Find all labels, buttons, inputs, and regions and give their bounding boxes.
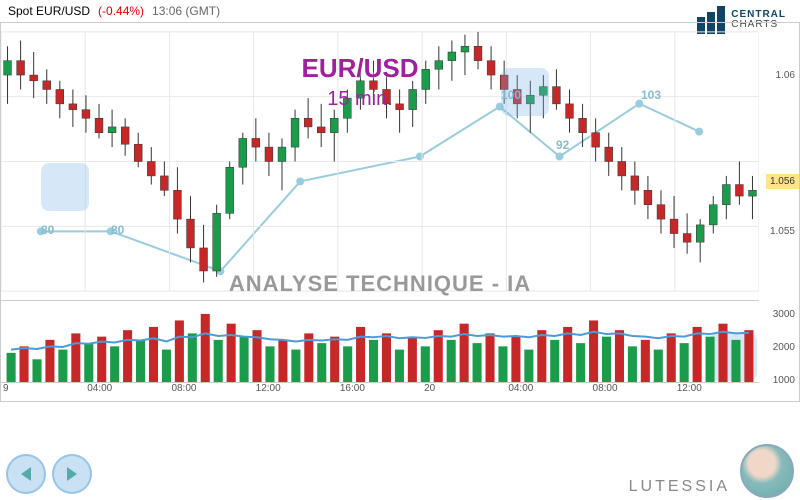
x-axis: 904:0008:0012:0016:002004:0008:0012:00 xyxy=(1,383,759,401)
footer-brand: LUTESSIA xyxy=(629,478,730,496)
change-pct: (-0.44%) xyxy=(98,4,144,18)
volume-svg xyxy=(1,301,759,382)
watermark-icon xyxy=(501,68,549,116)
nav-next-button[interactable] xyxy=(52,454,92,494)
price-chart[interactable]: EUR/USD 15 min. 808010092103 xyxy=(1,23,759,301)
nav-prev-button[interactable] xyxy=(6,454,46,494)
chart-header: Spot EUR/USD (-0.44%) 13:06 (GMT) xyxy=(0,0,800,22)
watermark-number: 103 xyxy=(641,88,661,102)
watermark-icon xyxy=(41,163,89,211)
volume-chart[interactable] xyxy=(1,301,759,383)
watermark-number: 92 xyxy=(556,138,569,152)
timestamp: 13:06 (GMT) xyxy=(152,4,220,18)
symbol-label: Spot EUR/USD xyxy=(8,4,90,18)
candlestick-svg xyxy=(1,23,759,300)
current-price-tag: 1.056 xyxy=(766,174,799,189)
watermark-number: 80 xyxy=(41,223,54,237)
chart-container: EUR/USD 15 min. 808010092103 ANALYSE TEC… xyxy=(0,22,800,402)
avatar-icon[interactable] xyxy=(740,444,794,498)
watermark-number: 80 xyxy=(111,223,124,237)
